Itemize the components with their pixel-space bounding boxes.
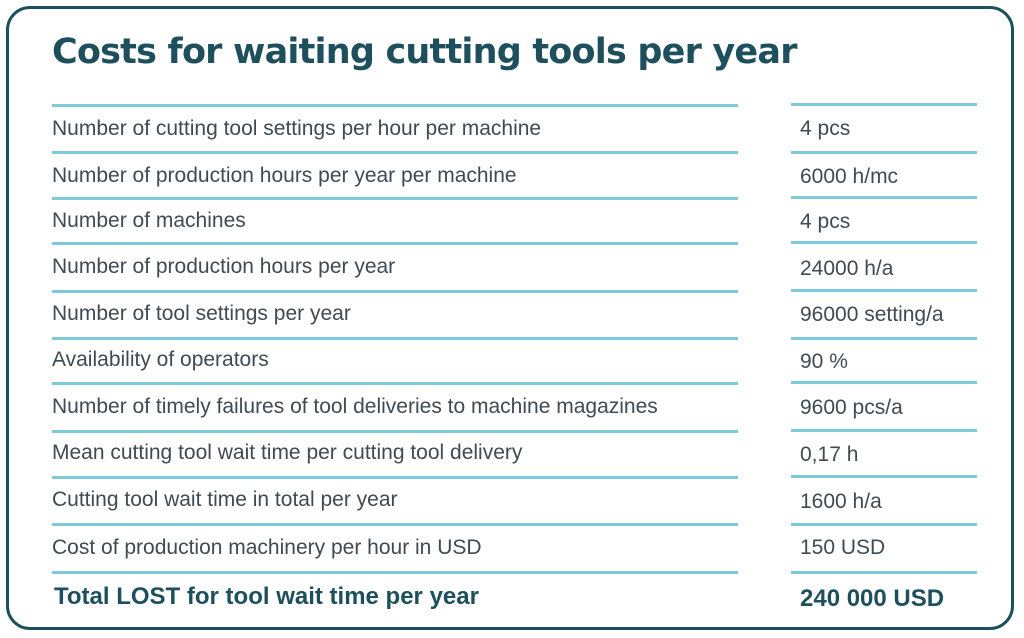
row-divider <box>791 381 977 384</box>
row-divider <box>791 571 977 574</box>
total-value: 240 000 USD <box>800 585 945 612</box>
row-value: 6000 h/mc <box>800 165 899 188</box>
row-divider <box>52 197 738 200</box>
row-divider <box>791 523 977 526</box>
row-divider <box>52 476 738 479</box>
row-label: Number of production hours per year per … <box>52 164 517 187</box>
row-value: 9600 pcs/a <box>800 396 903 419</box>
row-divider <box>791 337 977 340</box>
row-label: Cutting tool wait time in total per year <box>52 488 398 511</box>
row-divider <box>791 241 977 244</box>
row-label: Number of machines <box>52 209 246 232</box>
row-value: 90 % <box>800 350 848 373</box>
row-value: 150 USD <box>800 536 886 559</box>
row-divider <box>52 571 738 574</box>
row-divider <box>52 290 738 293</box>
row-divider <box>791 289 977 292</box>
row-divider <box>52 523 738 526</box>
row-divider <box>52 382 738 385</box>
row-value: 0,17 h <box>800 443 859 466</box>
row-value: 24000 h/a <box>800 257 894 280</box>
row-label: Mean cutting tool wait time per cutting … <box>52 441 523 464</box>
row-value: 96000 setting/a <box>800 303 944 326</box>
row-label: Availability of operators <box>52 348 269 371</box>
cost-table-card <box>6 6 1014 630</box>
row-divider <box>791 103 977 106</box>
row-label: Number of timely failures of tool delive… <box>52 395 658 418</box>
row-divider <box>52 104 738 107</box>
row-label: Number of tool settings per year <box>52 302 351 325</box>
row-value: 1600 h/a <box>800 490 882 513</box>
row-divider <box>52 151 738 154</box>
row-label: Cost of production machinery per hour in… <box>52 536 482 559</box>
row-value: 4 pcs <box>800 210 851 233</box>
row-label: Number of production hours per year <box>52 255 396 278</box>
row-divider <box>52 242 738 245</box>
row-divider <box>791 151 977 154</box>
row-divider <box>791 196 977 199</box>
row-divider <box>52 430 738 433</box>
row-divider <box>791 429 977 432</box>
row-divider <box>52 337 738 340</box>
row-divider <box>791 475 977 478</box>
row-value: 4 pcs <box>800 117 851 140</box>
total-label: Total LOST for tool wait time per year <box>54 583 479 610</box>
row-label: Number of cutting tool settings per hour… <box>52 117 542 140</box>
page-title: Costs for waiting cutting tools per year <box>52 32 797 72</box>
